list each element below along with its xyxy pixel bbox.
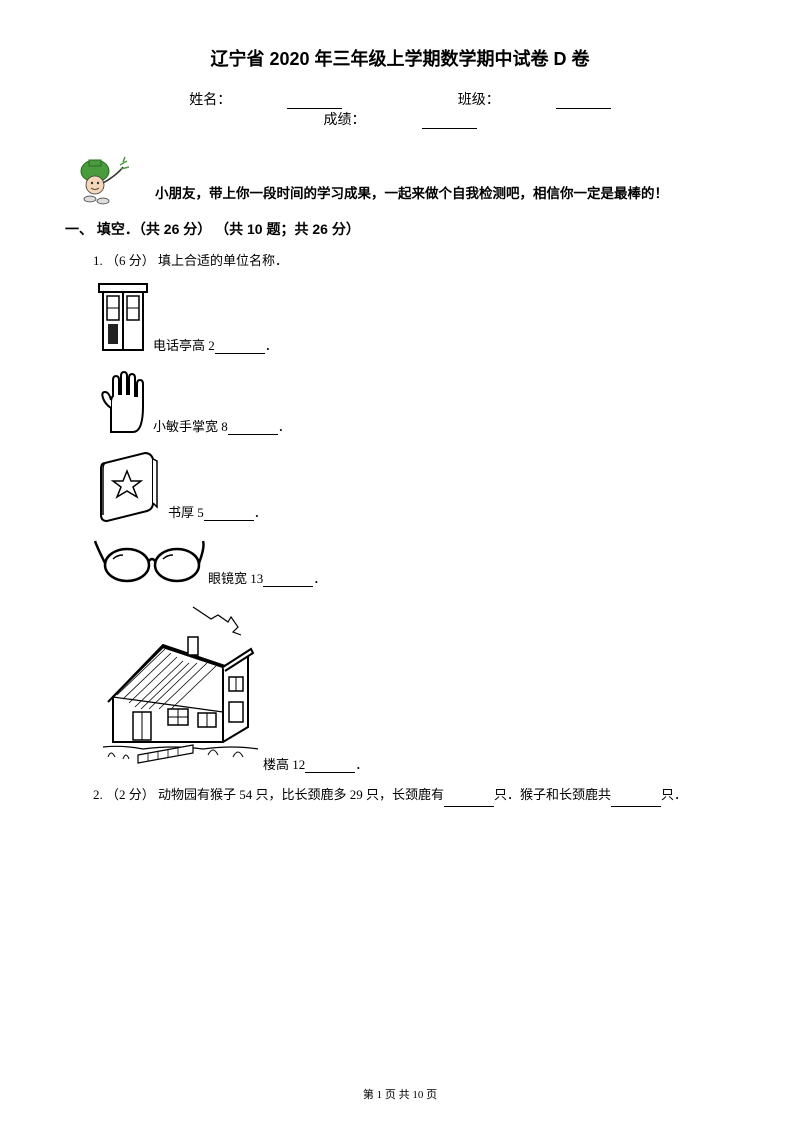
glasses-icon <box>93 531 208 591</box>
page-footer: 第 1 页 共 10 页 <box>0 1086 800 1102</box>
phone-booth-icon <box>93 280 153 358</box>
q1-item-house: 楼高 12． <box>93 597 735 777</box>
book-icon <box>93 445 168 525</box>
q1-item-hand: 小敏手掌宽 8． <box>93 364 735 439</box>
class-field: 班级： <box>430 89 639 109</box>
score-field: 成绩： <box>296 109 505 129</box>
mascot-icon <box>65 147 140 207</box>
q1-item-glasses: 眼镜宽 13． <box>93 531 735 591</box>
intro-text: 小朋友，带上你一段时间的学习成果，一起来做个自我检测吧，相信你一定是最棒的！ <box>155 182 668 207</box>
section-1-title: 一、 填空．（共 26 分） （共 10 题；共 26 分） <box>65 219 735 239</box>
house-icon <box>93 597 263 777</box>
name-field: 姓名： <box>161 89 370 109</box>
page-title: 辽宁省 2020 年三年级上学期数学期中试卷 D 卷 <box>65 45 735 71</box>
question-1: 1. （6 分） 填上合适的单位名称． <box>93 249 735 272</box>
student-info-row: 姓名： 班级： 成绩： <box>65 89 735 129</box>
q1-item-phone-booth: 电话亭高 2． <box>93 280 735 358</box>
question-2: 2. （2 分） 动物园有猴子 54 只，比长颈鹿多 29 只，长颈鹿有只．猴子… <box>93 783 735 806</box>
hand-icon <box>93 364 153 439</box>
q1-item-book: 书厚 5． <box>93 445 735 525</box>
intro-row: 小朋友，带上你一段时间的学习成果，一起来做个自我检测吧，相信你一定是最棒的！ <box>65 147 735 207</box>
